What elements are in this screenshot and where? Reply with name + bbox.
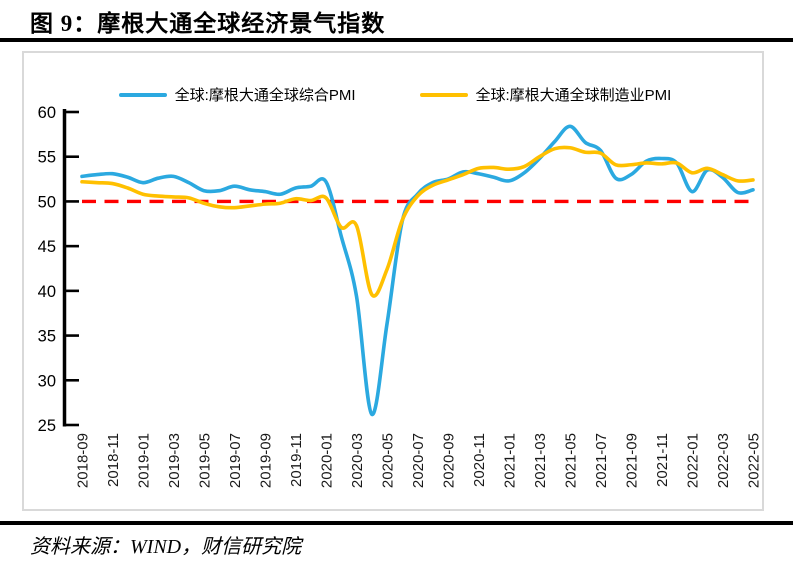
- x-axis-tick-label: 2019-11: [288, 433, 305, 487]
- x-axis-tick-label: 2019-05: [197, 433, 214, 488]
- y-axis-tick-label: 50: [38, 193, 56, 211]
- x-axis-tick-label: 2022-03: [715, 433, 732, 488]
- legend-label-manufacturing-pmi: 全球:摩根大通全球制造业PMI: [475, 87, 672, 104]
- y-axis-tick-label: 40: [38, 283, 56, 301]
- legend-item-composite-pmi: 全球:摩根大通全球综合PMI: [118, 84, 356, 105]
- x-axis-tick-label: 2021-07: [593, 433, 610, 488]
- composite-pmi-line-swatch: [118, 92, 167, 97]
- x-axis-tick-label: 2021-11: [654, 433, 671, 487]
- footer-divider-rule: [0, 521, 793, 525]
- x-axis-tick-label: 2022-05: [746, 433, 763, 488]
- y-axis-tick-label: 55: [38, 149, 56, 167]
- y-axis-tick-label: 60: [38, 104, 56, 122]
- manufacturing-pmi-line: [80, 145, 755, 298]
- legend-label-composite-pmi: 全球:摩根大通全球综合PMI: [174, 87, 356, 104]
- page-title: 图 9：摩根大通全球经济景气指数: [30, 11, 386, 36]
- x-axis-tick-label: 2019-03: [166, 433, 183, 488]
- x-axis-tick-label: 2019-07: [227, 433, 244, 488]
- y-axis-tick-label: 30: [38, 372, 56, 390]
- legend-item-manufacturing-pmi: 全球:摩根大通全球制造业PMI: [419, 84, 672, 105]
- composite-pmi-line: [80, 124, 755, 417]
- source-note: 资料来源：WIND，财信研究院: [30, 536, 302, 558]
- x-axis-tick-label: 2020-01: [319, 433, 336, 488]
- y-axis-tick-label: 45: [38, 238, 56, 256]
- x-axis-tick-label: 2020-09: [441, 433, 458, 488]
- chart-legend: 全球:摩根大通全球综合PMI 全球:摩根大通全球制造业PMI: [22, 84, 768, 105]
- x-axis-tick-label: 2020-05: [380, 433, 397, 488]
- title-divider-rule: [0, 38, 793, 42]
- x-axis-tick-label: 2019-01: [136, 433, 153, 488]
- x-axis-tick-label: 2021-09: [624, 433, 641, 488]
- manufacturing-pmi-line-swatch: [419, 92, 468, 97]
- x-axis-tick-label: 2021-01: [502, 433, 519, 488]
- x-axis-tick-label: 2020-07: [410, 433, 427, 488]
- x-axis-tick-label: 2022-01: [685, 433, 702, 488]
- x-axis-tick-label: 2020-11: [471, 433, 488, 487]
- x-axis-tick-label: 2018-11: [105, 433, 122, 487]
- x-axis-tick-label: 2018-09: [75, 433, 92, 488]
- y-axis-tick-label: 25: [38, 417, 56, 435]
- x-axis-tick-label: 2021-03: [532, 433, 549, 488]
- y-axis-tick-label: 35: [38, 328, 56, 346]
- x-axis-tick-label: 2020-03: [349, 433, 366, 488]
- x-axis-tick-label: 2021-05: [563, 433, 580, 488]
- x-axis-tick-label: 2019-09: [258, 433, 275, 488]
